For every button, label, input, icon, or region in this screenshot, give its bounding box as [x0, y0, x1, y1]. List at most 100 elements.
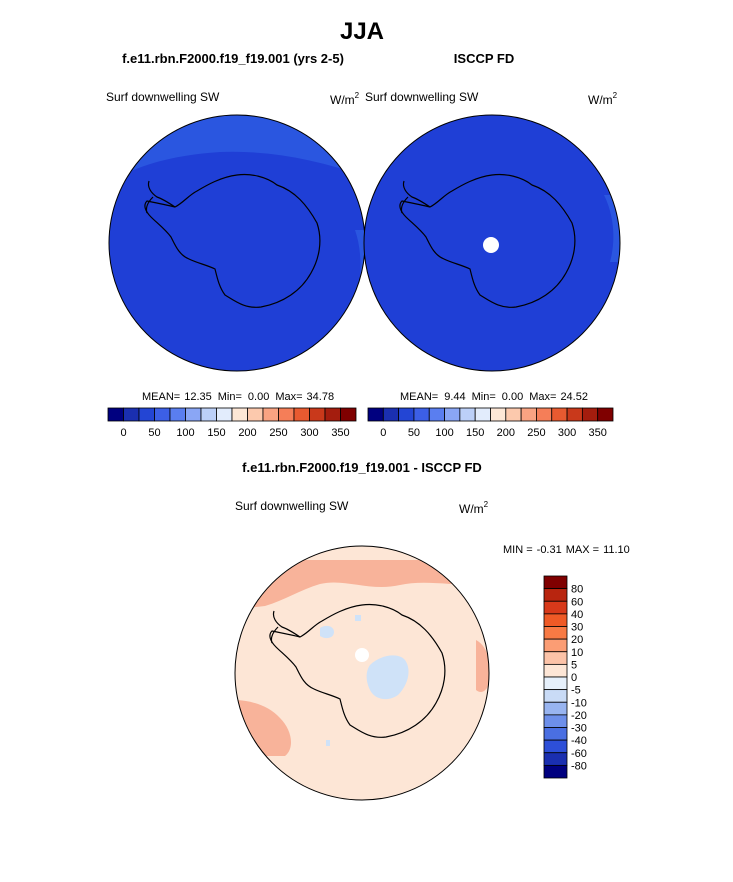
colorbar-difference-tick-label: -60 [571, 748, 587, 760]
colorbar-model-tick-label: 150 [207, 427, 225, 439]
figure-title: JJA [340, 18, 384, 45]
map-model-field [109, 115, 365, 371]
colorbar-difference-tick-label: -10 [571, 697, 587, 709]
colorbar-difference-swatch [543, 588, 568, 602]
colorbar-obs-tick-label: 250 [527, 427, 545, 439]
panel-difference-minmax: MIN = -0.31 MAX = 11.10 [503, 544, 630, 556]
colorbar-obs-tick-label: 50 [408, 427, 420, 439]
colorbar-obs-swatch [520, 407, 537, 422]
colorbar-difference-tick-label: 60 [571, 596, 583, 608]
colorbar-obs-swatch [551, 407, 568, 422]
colorbar-model-swatch [138, 407, 155, 422]
colorbar-obs-swatch [367, 407, 384, 422]
panel-obs-stats: MEAN= 9.44 Min= 0.00 Max= 24.52 [400, 391, 588, 403]
colorbar-difference-tick-label: 10 [571, 647, 583, 659]
colorbar-model-swatch [247, 407, 264, 422]
colorbar-model-tick-label: 350 [331, 427, 349, 439]
colorbar-difference-swatch [543, 638, 568, 653]
colorbar-obs-swatch [536, 407, 553, 422]
colorbar-difference-swatch [543, 663, 568, 678]
colorbar-difference-swatch [543, 764, 568, 779]
colorbar-obs-swatch [398, 407, 415, 422]
colorbar-difference-swatch [543, 676, 568, 691]
colorbar-model-swatch [309, 407, 326, 422]
colorbar-obs-swatch [597, 407, 614, 422]
panel-model: f.e11.rbn.F2000.f19_f19.001 (yrs 2-5) Su… [106, 51, 366, 439]
panel-obs-var-label: Surf downwelling SW [365, 90, 479, 104]
map-obs-pole-hole [483, 237, 499, 253]
colorbar-difference-swatch [543, 575, 568, 590]
colorbar-obs-tick-label: 300 [558, 427, 576, 439]
panel-difference: f.e11.rbn.F2000.f19_f19.001 - ISCCP FD S… [234, 460, 630, 801]
panel-model-units: W/m2 [330, 91, 360, 107]
colorbar-model-tick-label: 250 [269, 427, 287, 439]
colorbar-difference-tick-label: -30 [571, 723, 587, 735]
colorbar-difference-tick-label: 40 [571, 609, 583, 621]
panel-difference-case-title: f.e11.rbn.F2000.f19_f19.001 - ISCCP FD [242, 460, 482, 475]
colorbar-obs-swatch [566, 407, 583, 422]
colorbar-difference-tick-label: 20 [571, 634, 583, 646]
map-model [109, 115, 365, 371]
colorbar-difference-tick-label: 30 [571, 622, 583, 634]
colorbar-difference-swatch [543, 752, 568, 766]
colorbar-model-swatch [262, 407, 279, 422]
panel-model-case-title: f.e11.rbn.F2000.f19_f19.001 (yrs 2-5) [122, 51, 344, 66]
panel-obs: ISCCP FD Surf downwelling SW W/m2 MEAN= 9… [363, 51, 621, 439]
colorbar-obs-swatch [444, 407, 461, 422]
map-difference-pole-hole [355, 648, 369, 662]
colorbar-difference-tick-label: -20 [571, 710, 587, 722]
colorbar-difference-swatch [543, 701, 568, 716]
colorbar-model-swatch [231, 407, 248, 422]
colorbar-difference-tick-label: 80 [571, 584, 583, 596]
map-difference [235, 546, 489, 800]
map-difference-pink-east [476, 640, 489, 692]
colorbar-obs-swatch [490, 407, 507, 422]
map-difference-pink-north [235, 560, 489, 610]
colorbar-obs-swatch [382, 407, 400, 422]
colorbar-obs-swatch [474, 407, 491, 422]
colorbar-obs-tick-label: 350 [589, 427, 607, 439]
colorbar-model-tick-label: 50 [148, 427, 160, 439]
colorbar-model-tick-label: 0 [120, 427, 126, 439]
map-difference-blue-speck-2 [326, 740, 330, 746]
colorbar-difference-tick-label: -40 [571, 735, 587, 747]
colorbar-obs: 0 50 100 150 200 250 300 350 [367, 407, 614, 439]
colorbar-obs-tick-label: 150 [466, 427, 484, 439]
colorbar-obs-tick-label: 100 [435, 427, 453, 439]
colorbar-model-tick-label: 300 [300, 427, 318, 439]
colorbar-model-swatch [324, 407, 341, 422]
colorbar-model-swatch [216, 407, 233, 422]
map-difference-blue-coast [320, 625, 334, 639]
colorbar-model: 0 50 100 150 200 250 300 350 [107, 407, 357, 439]
colorbar-difference-swatch [543, 651, 568, 665]
colorbar-difference-swatch [543, 613, 568, 627]
colorbar-obs-swatch [428, 407, 445, 422]
colorbar-difference-swatch [543, 689, 568, 703]
panel-model-stats: MEAN= 12.35 Min= 0.00 Max= 34.78 [142, 391, 334, 403]
panel-obs-case-title: ISCCP FD [454, 51, 514, 66]
colorbar-obs-tick-label: 0 [380, 427, 386, 439]
panel-obs-units: W/m2 [588, 91, 618, 107]
colorbar-difference-tick-label: 5 [571, 659, 577, 671]
colorbar-obs-swatch [505, 407, 522, 422]
panel-difference-var-label: Surf downwelling SW [235, 499, 349, 513]
colorbar-difference-swatch [543, 727, 568, 741]
colorbar-model-swatch [293, 407, 310, 422]
colorbar-difference-swatch [543, 739, 568, 754]
map-difference-border [234, 545, 490, 801]
colorbar-model-swatch [340, 407, 357, 422]
colorbar-model-swatch [154, 407, 171, 422]
colorbar-obs-tick-label: 200 [497, 427, 515, 439]
colorbar-difference-tick-label: 0 [571, 672, 577, 684]
colorbar-difference-swatch [543, 714, 568, 728]
map-difference-blue-speck [355, 615, 361, 621]
colorbar-difference-swatch [543, 600, 568, 615]
colorbar-difference-tick-label: -5 [571, 685, 581, 697]
colorbar-difference-swatch [543, 626, 568, 640]
colorbar-model-swatch [107, 407, 124, 422]
map-difference-blue-interior [366, 655, 409, 700]
map-difference-field [235, 546, 489, 800]
map-obs-border [363, 114, 621, 372]
colorbar-obs-swatch [459, 407, 476, 422]
